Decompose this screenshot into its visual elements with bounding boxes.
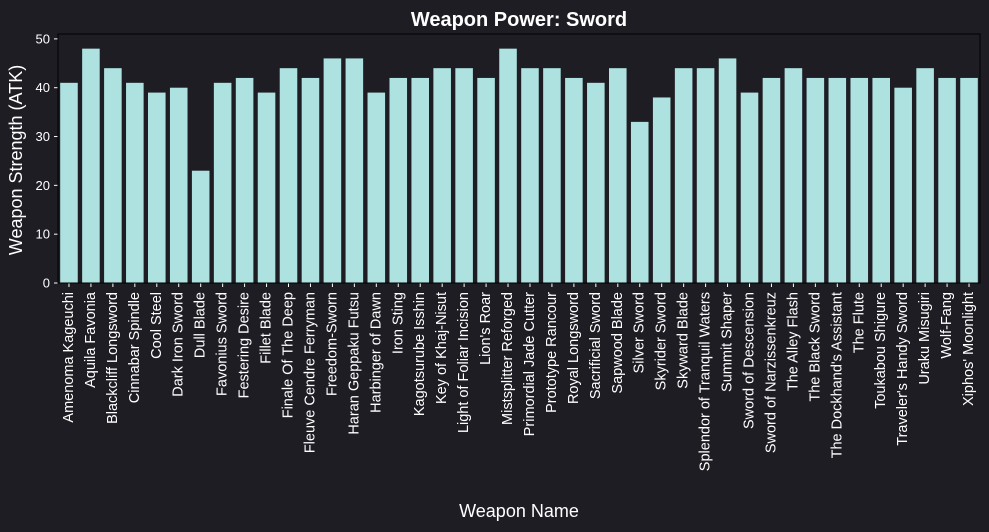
- bar: [828, 77, 847, 283]
- chart-title: Weapon Power: Sword: [411, 9, 627, 31]
- x-tick-label: Haran Geppaku Futsu: [346, 292, 362, 435]
- x-tick-label: Toukabou Shigure: [873, 292, 889, 409]
- x-tick-label: The Alley Flash: [785, 292, 801, 391]
- bar: [345, 58, 364, 283]
- bar: [279, 68, 298, 283]
- bar: [499, 48, 517, 283]
- bar: [960, 77, 978, 283]
- bar: [455, 68, 473, 283]
- bars-group: [60, 48, 978, 284]
- x-tick-label: Lion's Roar: [478, 292, 494, 365]
- y-axis-label: Weapon Strength (ATK): [6, 65, 26, 255]
- bar: [784, 68, 803, 283]
- x-axis-label: Weapon Name: [459, 501, 579, 521]
- x-tick-label: Finale Of The Deep: [281, 292, 297, 418]
- x-tick-label: Freedom-Sworn: [324, 292, 340, 396]
- bar: [850, 77, 869, 283]
- bar: [411, 77, 429, 283]
- x-tick-label: Aquila Favonia: [83, 291, 99, 388]
- x-tick-label: Blackcliff Longsword: [105, 292, 121, 424]
- x-tick-label: Skyrider Sword: [654, 292, 670, 390]
- x-ticks-group: Amenoma Kageuchi Aquila Favonia Blackcliff…: [61, 283, 977, 471]
- bar: [104, 68, 122, 283]
- x-tick-label: Harbinger of Dawn: [368, 292, 384, 413]
- x-tick-label: Sword of Descension: [742, 292, 758, 429]
- x-tick-label: Mistsplitter Reforged: [500, 292, 516, 425]
- x-tick-label: Sword of Narzissenkreuz: [763, 292, 779, 453]
- bar: [191, 170, 210, 283]
- x-tick-label: Royal Longsword: [566, 292, 582, 404]
- x-tick-label: Cinnabar Spindle: [127, 292, 143, 403]
- y-tick-label: 20: [36, 178, 50, 193]
- x-tick-label: Summit Shaper: [720, 292, 736, 392]
- bar: [872, 77, 890, 283]
- x-tick-label: Favonius Sword: [215, 292, 231, 396]
- x-tick-label: The Flute: [851, 292, 867, 353]
- x-tick-label: Dull Blade: [193, 292, 209, 358]
- bar: [169, 87, 188, 284]
- bar: [323, 58, 342, 283]
- y-tick-label: 0: [43, 276, 50, 291]
- x-tick-label: Uraku Misugiri: [917, 292, 933, 385]
- x-tick-label: Traveler's Handy Sword: [895, 292, 911, 446]
- y-tick-label: 30: [36, 129, 50, 144]
- bar: [762, 77, 781, 283]
- bar: [894, 87, 912, 284]
- bar: [652, 97, 671, 284]
- bar: [630, 121, 649, 283]
- x-tick-label: Fleuve Cendre Ferryman: [302, 292, 318, 453]
- bar: [740, 92, 759, 284]
- bar: [718, 58, 737, 283]
- x-tick-label: Cool Steel: [149, 292, 165, 359]
- x-tick-label: Skyward Blade: [676, 292, 692, 389]
- bar: [543, 68, 561, 283]
- x-tick-label: Wolf-Fang: [939, 292, 955, 359]
- bar: [213, 82, 232, 283]
- x-tick-label: Kagotsurube Isshin: [412, 292, 428, 416]
- x-tick-label: Dark Iron Sword: [171, 292, 187, 397]
- bar: [433, 68, 451, 283]
- plot-frame: [57, 33, 981, 284]
- bar: [916, 68, 934, 283]
- y-ticks-group: 0 10 20 30 40 50: [36, 31, 58, 291]
- x-tick-label: The Dockhand's Assistant: [829, 292, 845, 458]
- x-tick-label: Prototype Rancour: [544, 292, 560, 413]
- bar: [367, 92, 386, 284]
- bar: [126, 82, 144, 283]
- x-tick-label: Amenoma Kageuchi: [61, 292, 77, 423]
- bar: [938, 77, 956, 283]
- bar: [806, 77, 825, 283]
- x-tick-label: Splendor of Tranquil Waters: [698, 292, 714, 471]
- y-tick-label: 50: [36, 31, 50, 46]
- bar: [82, 48, 100, 283]
- bar: [235, 77, 254, 283]
- bar: [696, 68, 715, 283]
- y-tick-label: 40: [36, 80, 50, 95]
- x-tick-label: Sapwood Blade: [610, 292, 626, 394]
- x-tick-label: Xiphos' Moonlight: [961, 292, 977, 406]
- x-tick-label: Festering Desire: [237, 292, 253, 398]
- x-tick-label: Light of Foliar Incision: [456, 292, 472, 433]
- bar: [565, 77, 583, 283]
- bar: [521, 68, 539, 283]
- bar: [389, 77, 408, 283]
- x-tick-label: Fillet Blade: [259, 292, 275, 364]
- x-tick-label: The Black Sword: [807, 292, 823, 402]
- bar: [301, 77, 320, 283]
- bar: [477, 77, 495, 283]
- bar: [674, 68, 693, 283]
- bar: [257, 92, 276, 284]
- bar: [148, 92, 166, 284]
- x-tick-label: Iron Sting: [390, 292, 406, 354]
- bar: [609, 68, 627, 283]
- x-tick-label: Sacrificial Sword: [588, 292, 604, 399]
- x-tick-label: Key of Khaj-Nisut: [434, 292, 450, 404]
- bar: [587, 82, 605, 283]
- x-tick-label: Primordial Jade Cutter: [522, 292, 538, 436]
- bar: [60, 82, 78, 283]
- y-tick-label: 10: [36, 227, 50, 242]
- x-tick-label: Silver Sword: [632, 292, 648, 373]
